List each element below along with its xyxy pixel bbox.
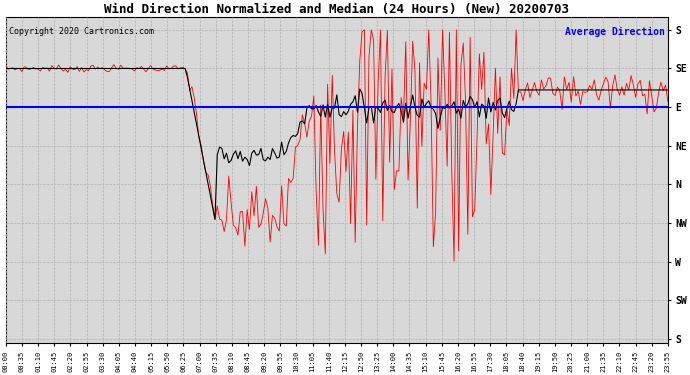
Text: Copyright 2020 Cartronics.com: Copyright 2020 Cartronics.com — [9, 27, 154, 36]
Text: Average Direction: Average Direction — [564, 27, 664, 37]
Title: Wind Direction Normalized and Median (24 Hours) (New) 20200703: Wind Direction Normalized and Median (24… — [104, 3, 569, 16]
